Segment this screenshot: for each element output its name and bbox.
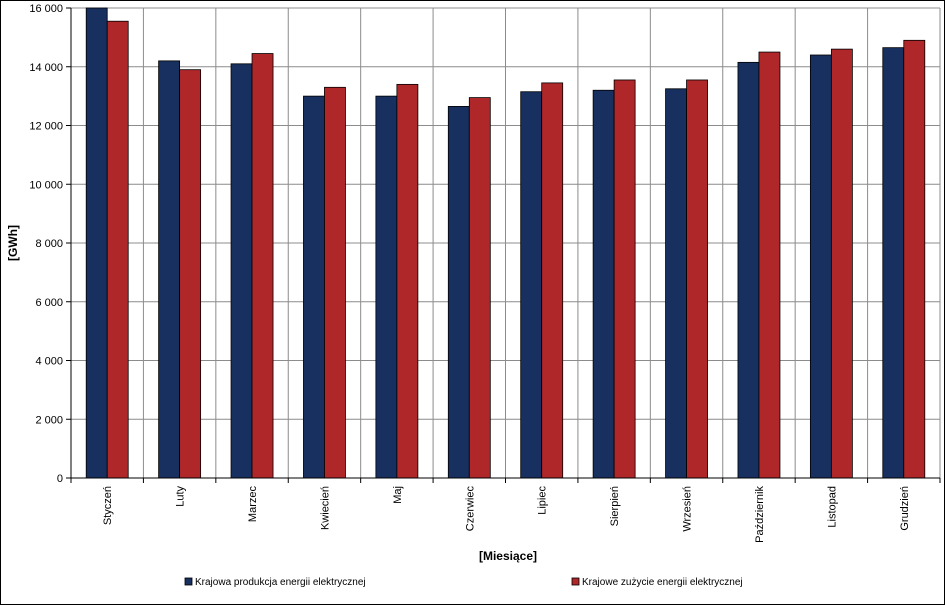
y-tick-label: 6 000	[35, 297, 63, 309]
bar-series-1	[882, 47, 905, 479]
bar-series-1	[520, 91, 543, 479]
x-tick-label: Czerwiec	[464, 486, 476, 532]
bar-series-1	[592, 89, 615, 479]
x-axis-title: [Miesiące]	[479, 549, 537, 563]
y-tick-label: 4 000	[35, 356, 63, 368]
bar-series-1	[158, 60, 181, 479]
legend: Krajowa produkcja energii elektrycznej Kr…	[184, 577, 743, 588]
bar-series-2	[686, 79, 708, 479]
bar-series-2	[541, 82, 564, 479]
y-tick-label: 14 000	[29, 62, 63, 74]
x-tick-label: Kwiecień	[319, 486, 331, 530]
bar-series-2	[830, 48, 853, 479]
grid-layer	[70, 7, 941, 479]
bar-series-2	[758, 51, 781, 479]
bars-layer	[85, 7, 926, 479]
bar-series-1	[303, 95, 325, 479]
legend-label: Krajowa produkcja energii elektrycznej	[195, 577, 366, 588]
y-tick-label: 10 000	[29, 179, 63, 191]
bar-series-2	[251, 53, 274, 479]
x-tick-label: Grudzień	[899, 486, 911, 531]
legend-swatch	[184, 577, 193, 586]
x-tick-label: Lipiec	[537, 486, 549, 515]
y-tick-label: 12 000	[29, 121, 63, 133]
y-tick-label: 8 000	[35, 238, 63, 250]
axis-layer: 0 2 000 4 000 6 000 8 000 10 000 12 000 14 000 1…	[29, 3, 941, 543]
bar-series-2	[613, 79, 636, 479]
bar-series-1	[447, 106, 470, 479]
bar-series-2	[903, 39, 926, 479]
bar-series-2	[179, 69, 202, 479]
y-axis-title: [GWh]	[6, 225, 20, 261]
bar-series-2	[468, 97, 491, 479]
x-tick-label: Sierpień	[609, 486, 621, 526]
bar-series-1	[375, 95, 398, 479]
x-tick-label: Luty	[175, 486, 187, 507]
legend-swatch	[571, 577, 580, 586]
x-tick-label: Maj	[392, 486, 404, 504]
bar-series-1	[809, 54, 832, 479]
bar-series-1	[230, 63, 253, 479]
y-tick-label: 16 000	[29, 3, 63, 15]
bar-series-2	[324, 86, 346, 479]
bar-series-1	[665, 88, 687, 479]
x-tick-label: Styczeń	[102, 486, 114, 525]
x-tick-label: Październik	[754, 486, 766, 543]
bar-series-2	[106, 20, 129, 479]
x-tick-label: Marzec	[247, 486, 259, 523]
x-tick-label: Wrzesień	[682, 486, 694, 532]
bar-series-1	[737, 61, 760, 479]
y-tick-label: 2 000	[35, 414, 63, 426]
bar-series-1	[85, 7, 108, 479]
bar-series-2	[396, 83, 419, 479]
legend-label: Krajowe zużycie energii elektrycznej	[582, 577, 743, 588]
x-tick-label: Listopad	[826, 486, 838, 528]
y-tick-label: 0	[57, 473, 63, 485]
